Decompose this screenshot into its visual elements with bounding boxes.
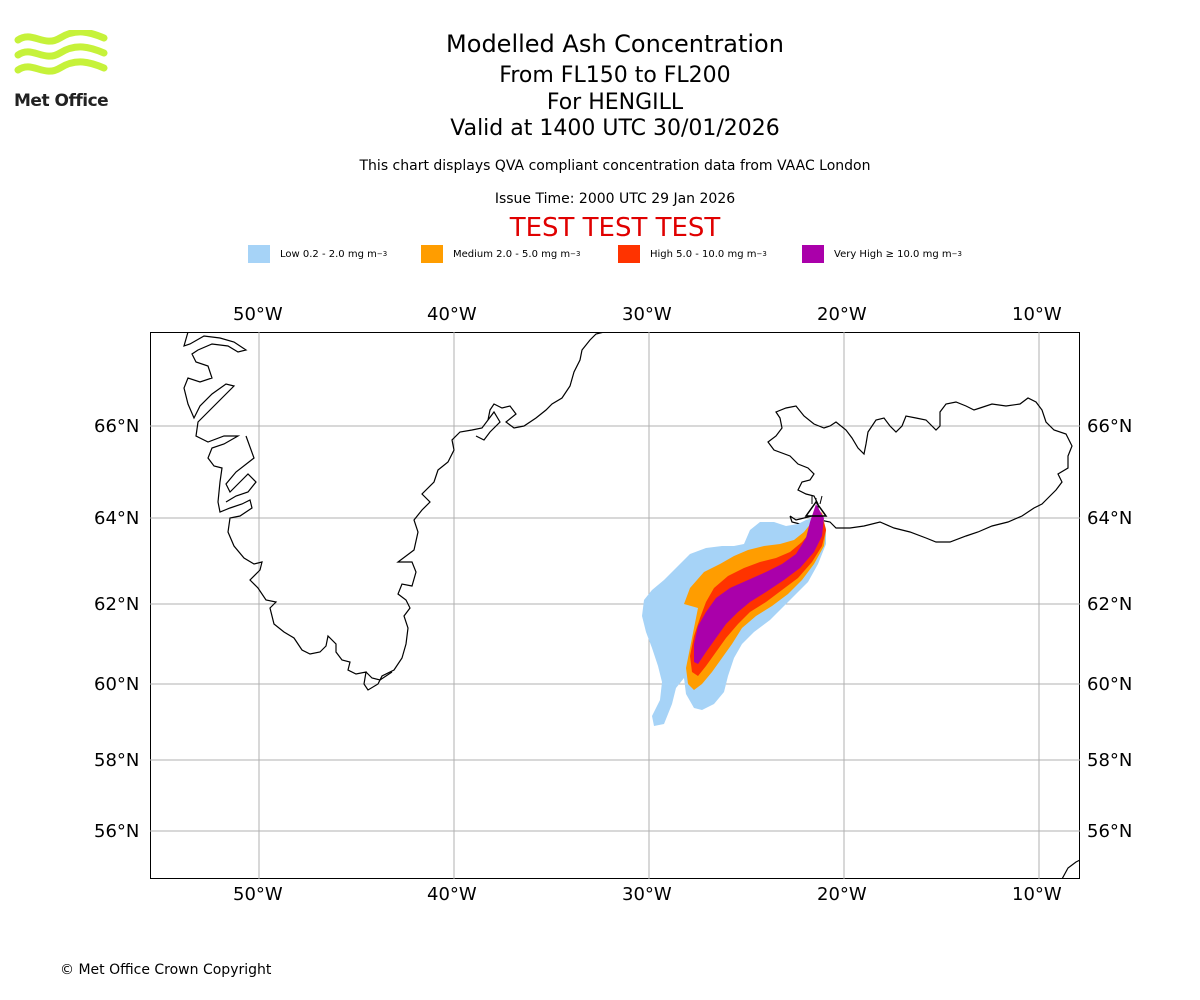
- legend-swatch-high: [618, 245, 640, 263]
- ash-zone-very-high: [694, 504, 824, 664]
- lat-label-right-58n: 58°N: [1087, 750, 1133, 771]
- volcano-vent-icon: [811, 495, 823, 505]
- lat-label-right-60n: 60°N: [1087, 674, 1133, 695]
- lon-label-top-50w: 50°W: [233, 304, 283, 325]
- lat-label-left-62n: 62°N: [94, 594, 140, 615]
- lon-label-top-30w: 30°W: [622, 304, 672, 325]
- map-svg: [150, 331, 1081, 880]
- lon-label-bottom-40w: 40°W: [427, 884, 477, 905]
- legend-item-very-high: Very High ≥ 10.0 mg m −3: [802, 244, 962, 264]
- lon-label-top-40w: 40°W: [427, 304, 477, 325]
- lon-label-bottom-20w: 20°W: [817, 884, 867, 905]
- lat-label-right-56n: 56°N: [1087, 821, 1133, 842]
- valid-time: Valid at 1400 UTC 30/01/2026: [450, 116, 780, 141]
- logo-text: Met Office: [14, 91, 109, 111]
- lat-label-left-56n: 56°N: [94, 821, 140, 842]
- legend-swatch-medium: [421, 245, 443, 263]
- lon-label-bottom-30w: 30°W: [622, 884, 672, 905]
- legend-label-low: Low 0.2 - 2.0 mg m: [280, 248, 377, 260]
- lat-label-left-66n: 66°N: [94, 416, 140, 437]
- lon-label-bottom-10w: 10°W: [1012, 884, 1062, 905]
- lon-label-bottom-50w: 50°W: [233, 884, 283, 905]
- island-corner-coastline: [1061, 859, 1081, 880]
- copyright-notice: © Met Office Crown Copyright: [60, 962, 272, 978]
- volcano-name: For HENGILL: [546, 90, 684, 115]
- chart-title: Modelled Ash Concentration: [446, 30, 784, 58]
- map-panel[interactable]: [150, 331, 1081, 880]
- lat-label-right-62n: 62°N: [1087, 594, 1133, 615]
- greenland-coast-south: [365, 671, 393, 681]
- lat-label-right-66n: 66°N: [1087, 416, 1133, 437]
- legend-item-low: Low 0.2 - 2.0 mg m −3: [248, 244, 387, 264]
- lat-label-left-60n: 60°N: [94, 674, 140, 695]
- legend-item-medium: Medium 2.0 - 5.0 mg m −3: [421, 244, 580, 264]
- greenland-inlet-2: [475, 410, 501, 441]
- lat-label-left-58n: 58°N: [94, 750, 140, 771]
- iceland-coastline: [767, 397, 1073, 543]
- graticule: [150, 332, 1080, 879]
- legend-swatch-very-high: [802, 245, 824, 263]
- legend-item-high: High 5.0 - 10.0 mg m −3: [618, 244, 767, 264]
- lat-label-left-64n: 64°N: [94, 508, 140, 529]
- flight-level-range: From FL150 to FL200: [499, 63, 731, 88]
- met-office-logo: [14, 28, 109, 115]
- lon-label-top-10w: 10°W: [1012, 304, 1062, 325]
- legend-label-medium: Medium 2.0 - 5.0 mg m: [453, 248, 571, 260]
- compliance-note: This chart displays QVA compliant concen…: [359, 158, 871, 174]
- lon-label-top-20w: 20°W: [817, 304, 867, 325]
- lat-label-right-64n: 64°N: [1087, 508, 1133, 529]
- volcano-marker-icon: [804, 500, 828, 517]
- issue-time: Issue Time: 2000 UTC 29 Jan 2026: [494, 191, 736, 207]
- test-banner: TEST TEST TEST: [509, 213, 721, 243]
- greenland-inlet-1: [225, 435, 257, 503]
- legend-label-very-high: Very High ≥ 10.0 mg m: [834, 248, 952, 260]
- greenland-coastline: [183, 331, 605, 691]
- legend-swatch-low: [248, 245, 270, 263]
- legend-label-high: High 5.0 - 10.0 mg m: [650, 248, 757, 260]
- met-office-wave-icon: [14, 28, 108, 75]
- map-frame: [150, 332, 1080, 879]
